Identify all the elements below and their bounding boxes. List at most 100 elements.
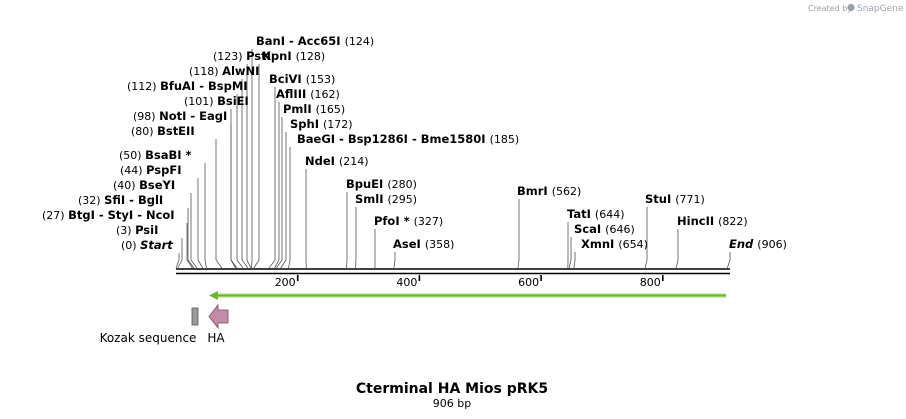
restriction-site-label[interactable]: BmrI (562): [517, 184, 581, 198]
site-leader-line: [393, 252, 396, 269]
restriction-site-label[interactable]: (3) PsiI: [116, 223, 158, 237]
site-label-text: End (906): [729, 237, 787, 251]
site-lines: [175, 49, 731, 269]
site-leader-line: [573, 252, 576, 269]
site-leader-line: [177, 238, 183, 269]
restriction-site-label[interactable]: BanI - Acc65I (124): [256, 34, 374, 48]
site-label-text: AflIII (162): [276, 87, 340, 101]
restriction-site-label[interactable]: StuI (771): [645, 192, 705, 206]
ruler-tick-label: 800: [640, 276, 661, 289]
restriction-site-label[interactable]: (50) BsaBI *: [119, 148, 192, 162]
site-leader-line: [268, 87, 276, 269]
site-leader-line: [568, 237, 572, 269]
restriction-site-label[interactable]: XmnI (654): [581, 237, 648, 251]
site-label-text: PmlI (165): [283, 102, 345, 116]
restriction-site-label[interactable]: PfoI * (327): [374, 214, 443, 228]
restriction-site-label[interactable]: End (906): [729, 237, 787, 251]
site-label-text: (3) PsiI: [116, 223, 158, 237]
ha-label: HA: [207, 331, 225, 345]
restriction-site-label[interactable]: ScaI (646): [574, 222, 635, 236]
kozak-sequence-label: Kozak sequence: [100, 331, 197, 345]
site-label-text: BaeGI - Bsp1286I - Bme1580I (185): [297, 132, 519, 146]
site-label-text: (101) BsiEI: [184, 94, 249, 108]
restriction-site-label[interactable]: BciVI (153): [269, 72, 335, 86]
site-leader-line: [197, 178, 204, 269]
restriction-site-label[interactable]: BaeGI - Bsp1286I - Bme1580I (185): [297, 132, 519, 146]
restriction-site-label[interactable]: SphI (172): [290, 117, 353, 131]
site-label-text: (27) BtgI - StyI - NcoI: [42, 208, 175, 222]
site-label-text: SmlI (295): [355, 192, 417, 206]
site-label-text: BmrI (562): [517, 184, 581, 198]
site-label-text: PfoI * (327): [374, 214, 443, 228]
site-label-text: TatI (644): [567, 207, 625, 221]
site-label-text: (118) AlwNI: [189, 64, 259, 78]
ruler-tick-label: 400: [396, 276, 417, 289]
site-leader-line: [186, 223, 193, 269]
restriction-site-label[interactable]: (32) SfiI - BglI: [78, 193, 163, 207]
site-label-text: (32) SfiI - BglI: [78, 193, 163, 207]
site-leader-line: [246, 64, 252, 269]
restriction-site-label[interactable]: (112) BfuAI - BspMI: [127, 79, 248, 93]
site-leader-line: [175, 253, 180, 269]
site-label-text: KpnI (128): [262, 49, 325, 63]
restriction-site-label[interactable]: (80) BstEII: [131, 124, 195, 138]
restriction-site-label[interactable]: (123) PstI: [213, 49, 271, 63]
restriction-site-label[interactable]: TatI (644): [567, 207, 625, 221]
site-leader-line: [215, 139, 223, 269]
site-leader-line: [726, 252, 731, 269]
site-label-text: NdeI (214): [305, 154, 369, 168]
restriction-site-label[interactable]: AseI (358): [393, 237, 454, 251]
restriction-site-label[interactable]: (98) NotI - EagI: [133, 109, 227, 123]
site-leader-line: [190, 193, 198, 269]
restriction-site-label[interactable]: (0) Start: [121, 238, 173, 252]
ha-feature-arrow[interactable]: [208, 303, 229, 330]
restriction-site-label[interactable]: (44) PspFI: [120, 163, 182, 177]
site-label-text: SphI (172): [290, 117, 353, 131]
site-label-text: StuI (771): [645, 192, 705, 206]
site-leader-line: [274, 102, 280, 269]
credit-brand: SnapGene: [857, 4, 904, 14]
restriction-site-label[interactable]: NdeI (214): [305, 154, 369, 168]
site-label-text: BpuEI (280): [346, 177, 417, 191]
site-label-text: (98) NotI - EagI: [133, 109, 227, 123]
restriction-site-label[interactable]: (118) AlwNI: [189, 64, 259, 78]
orf-arrow[interactable]: [209, 291, 726, 300]
restriction-site-label[interactable]: (40) BseYI: [113, 178, 175, 192]
restriction-site-label[interactable]: (101) BsiEI: [184, 94, 249, 108]
site-leader-line: [276, 117, 283, 269]
site-leader-line: [288, 147, 291, 269]
site-label-text: AseI (358): [393, 237, 454, 251]
site-leader-line: [345, 192, 348, 269]
site-leader-line: [644, 207, 648, 269]
site-label-text: BanI - Acc65I (124): [256, 34, 374, 48]
kozak-sequence-feature[interactable]: [191, 307, 199, 326]
site-label-text: (123) PstI: [213, 49, 271, 63]
restriction-site-label[interactable]: SmlI (295): [355, 192, 417, 206]
site-leader-line: [230, 109, 238, 269]
site-label-text: (80) BstEII: [131, 124, 195, 138]
credit-prefix: Created by: [808, 4, 852, 13]
site-leader-line: [187, 208, 195, 269]
sequence-backbone: [176, 268, 730, 275]
ruler-ticks: 200 400 600 800: [275, 275, 664, 289]
restriction-site-label[interactable]: HincII (822): [677, 214, 748, 228]
site-leader-line: [280, 132, 287, 269]
site-leader-line: [236, 94, 244, 269]
site-leader-line: [253, 64, 260, 269]
restriction-site-label[interactable]: AflIII (162): [276, 87, 340, 101]
restriction-site-label[interactable]: KpnI (128): [262, 49, 325, 63]
site-label-text: (44) PspFI: [120, 163, 182, 177]
site-label-text: (40) BseYI: [113, 178, 175, 192]
site-label-text: (0) Start: [121, 238, 173, 252]
map-length: 906 bp: [433, 397, 471, 410]
site-label-text: BciVI (153): [269, 72, 335, 86]
site-leader-line: [517, 199, 520, 269]
map-title: Cterminal HA Mios pRK5: [356, 381, 548, 397]
site-leader-line: [675, 229, 679, 269]
restriction-site-label[interactable]: (27) BtgI - StyI - NcoI: [42, 208, 175, 222]
restriction-site-label[interactable]: BpuEI (280): [346, 177, 417, 191]
site-leader-line: [204, 163, 207, 269]
ruler-tick-label: 200: [275, 276, 296, 289]
restriction-site-label[interactable]: PmlI (165): [283, 102, 345, 116]
snapgene-logo-icon: [847, 3, 855, 12]
